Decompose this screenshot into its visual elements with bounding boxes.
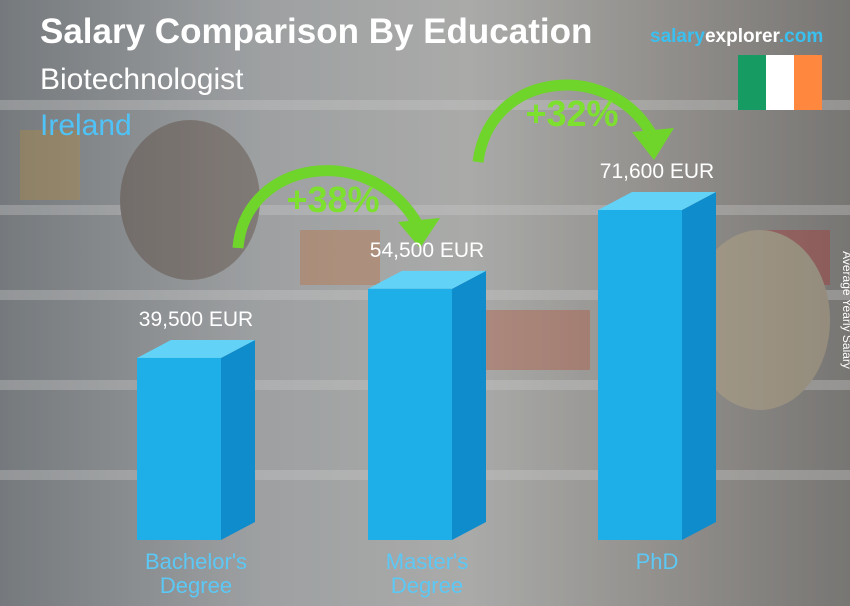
flag bbox=[738, 55, 766, 110]
percent-change: +32% bbox=[525, 93, 618, 134]
percent-change: +38% bbox=[286, 179, 379, 220]
bars bbox=[137, 192, 716, 540]
bar-top bbox=[368, 270, 486, 289]
bar bbox=[368, 288, 452, 540]
bar-top bbox=[137, 339, 255, 358]
brand-part: salary bbox=[650, 26, 705, 47]
title: Salary Comparison By Education bbox=[40, 12, 593, 51]
value-label: 39,500 EUR bbox=[138, 307, 254, 331]
flag bbox=[766, 55, 794, 110]
location: Ireland bbox=[40, 109, 132, 142]
brand: salaryexplorer.com bbox=[650, 26, 823, 48]
value-label: 54,500 EUR bbox=[369, 238, 485, 262]
x-tick-label: Master's Degree bbox=[385, 549, 469, 598]
axis-label: Average Yearly Salary bbox=[840, 251, 850, 369]
flag bbox=[794, 55, 822, 110]
bar-top bbox=[598, 192, 716, 210]
bar bbox=[598, 210, 682, 540]
arrow-head bbox=[398, 218, 440, 248]
subtitle: Biotechnologist bbox=[40, 63, 244, 96]
bar-side bbox=[452, 270, 486, 540]
value-label: 71,600 EUR bbox=[599, 160, 715, 183]
arrow bbox=[472, 79, 657, 163]
brand-part: explorer bbox=[704, 26, 779, 47]
arrow bbox=[232, 165, 423, 249]
bar-side bbox=[221, 339, 255, 540]
bar-side bbox=[682, 192, 716, 540]
x-tick-label: PhD bbox=[635, 549, 679, 574]
brand-part: .com bbox=[778, 26, 824, 47]
arrow-head bbox=[632, 128, 674, 160]
x-tick-label: Bachelor's Degree bbox=[144, 549, 248, 598]
bar bbox=[137, 357, 221, 540]
